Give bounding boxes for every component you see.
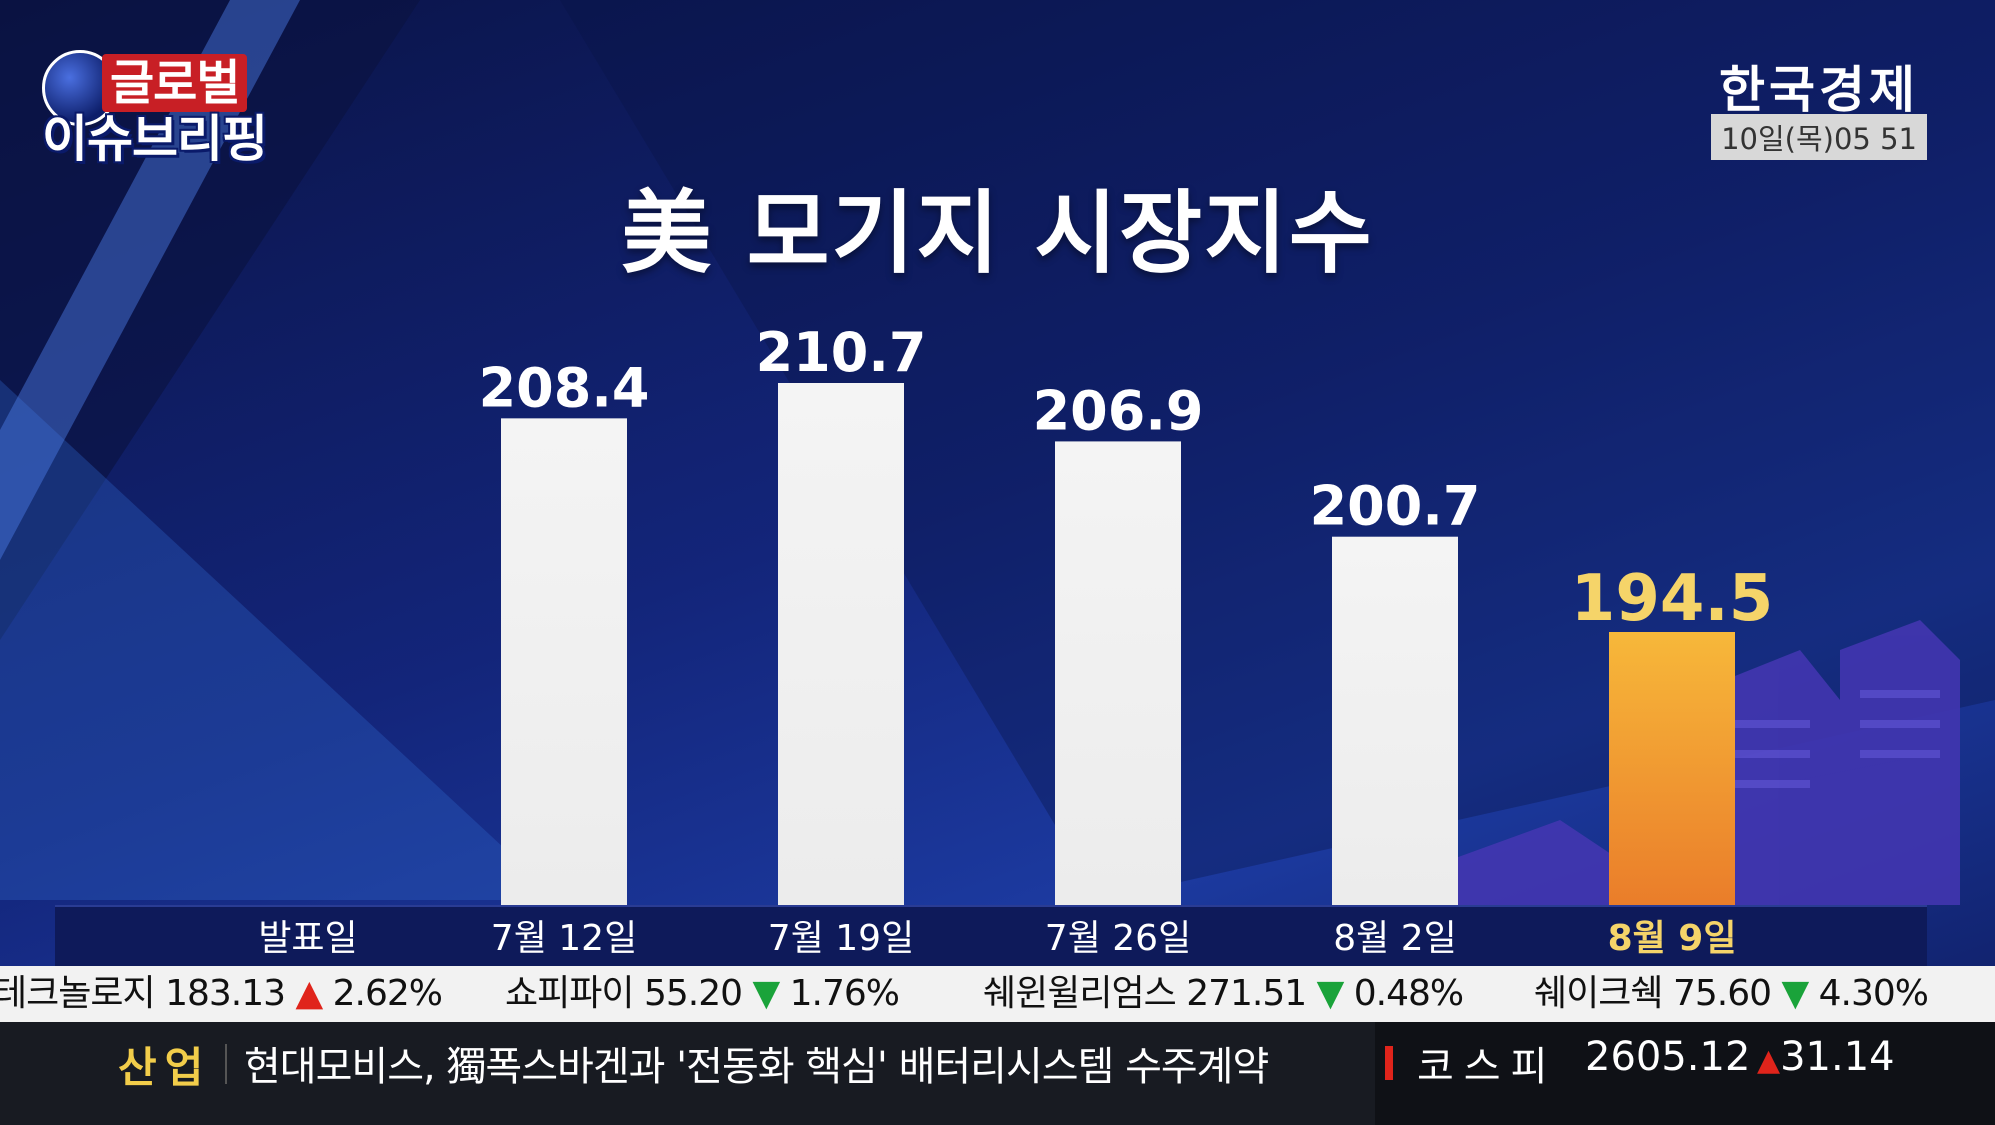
news-category: 산업 [118,1043,212,1092]
bar-1 [501,418,627,905]
ticker-stock-price: 75.60 [1672,973,1772,1014]
category-axis-bar [55,905,1927,967]
news-headline: 현대모비스, 獨폭스바겐과 '전동화 핵심' 배터리시스템 수주계약 [244,1044,1269,1090]
ticker-stock-price: 183.13 [165,973,286,1014]
index-value: 2605.12 [1585,1034,1751,1080]
ticker-stock-price: 271.51 [1186,973,1307,1014]
ticker-stock-name: 쉐이크쉑 [1534,973,1663,1014]
bar-2 [778,383,904,905]
ticker-stock-name: 쇼피파이 [505,973,634,1014]
index-name: 코스피 [1417,1044,1558,1090]
bar-value-label-2: 210.7 [756,321,927,384]
logo-line2: 이슈브리핑 [42,110,268,168]
down-arrow-icon: ▼ [752,973,780,1014]
ticker-stock-name: 쉐윈윌리엄스 [983,973,1177,1014]
bar-5 [1609,632,1735,905]
category-header-label: 발표일 [258,918,357,959]
up-arrow-icon: ▲ [1757,1043,1781,1078]
category-tick-label-5: 8월 9일 [1608,918,1737,959]
index-change: ▲31.14 [1757,1034,1895,1080]
ticker-stock-change: 1.76% [789,973,900,1014]
news-crawl-bar: 산업 현대모비스, 獨폭스바겐과 '전동화 핵심' 배터리시스템 수주계약 코스… [0,1022,1995,1125]
category-tick-label-2: 7월 19일 [768,918,914,959]
category-tick-label-4: 8월 2일 [1333,918,1457,959]
bar-4 [1332,536,1458,905]
index-change-value: 31.14 [1780,1034,1895,1080]
up-arrow-icon: ▲ [295,973,323,1014]
stock-ticker: 테크놀로지 183.13 ▲ 2.62% 쇼피파이 55.20 ▼ 1.76% … [0,966,1995,1022]
ticker-stock-change: 0.48% [1353,973,1464,1014]
bar-value-label-3: 206.9 [1033,379,1204,442]
category-tick-label-1: 7월 12일 [491,918,637,959]
program-logo: 글로벌 이슈브리핑 [42,48,332,168]
bar-value-label-1: 208.4 [479,356,650,419]
ticker-item: 쇼피파이 55.20 ▼ 1.76% [505,966,900,1022]
ticker-stock-price: 55.20 [643,973,743,1014]
broadcaster-name: 한국경제 [1719,60,1919,119]
ticker-stock-name: 테크놀로지 [0,973,156,1014]
ticker-item: 쉐이크쉑 75.60 ▼ 4.30% [1534,966,1929,1022]
broadcast-clock: 10일(목)05 51 [1711,114,1927,160]
bar-value-label-5: 194.5 [1571,562,1773,636]
ticker-stock-change: 2.62% [332,973,443,1014]
ticker-item: 쉐윈윌리엄스 271.51 ▼ 0.48% [983,966,1464,1022]
bar-3 [1055,441,1181,905]
ticker-item: 테크놀로지 183.13 ▲ 2.62% [0,966,443,1022]
market-index-box: 코스피 2605.12 ▲31.14 [1375,1022,1995,1125]
chart-title: 美 모기지 시장지수 [621,181,1374,286]
down-arrow-icon: ▼ [1316,973,1345,1014]
news-divider [225,1044,227,1084]
index-marker-icon [1385,1046,1393,1080]
bar-value-label-4: 200.7 [1310,475,1481,538]
logo-line1: 글로벌 [102,54,248,112]
ticker-stock-change: 4.30% [1818,973,1929,1014]
category-tick-label-3: 7월 26일 [1045,918,1191,959]
down-arrow-icon: ▼ [1781,973,1809,1014]
